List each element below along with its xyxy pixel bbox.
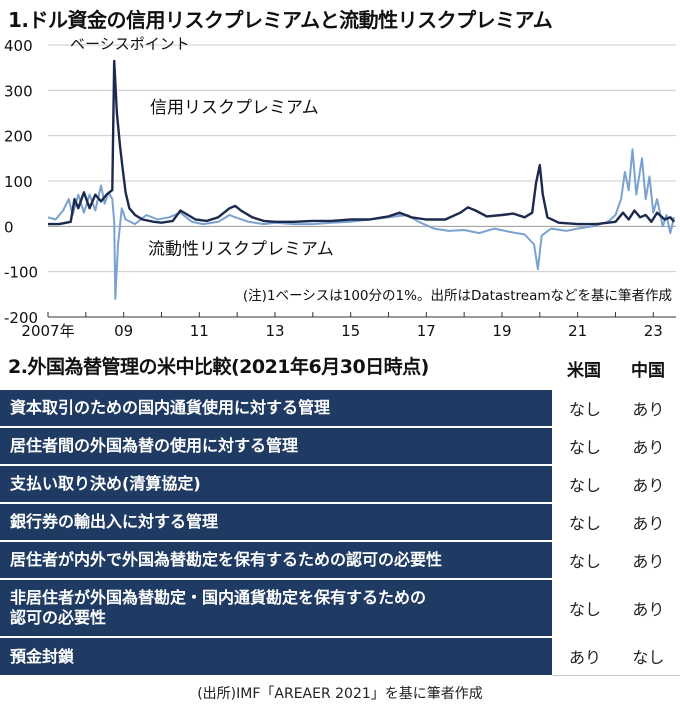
- row-us-value: なし: [552, 388, 617, 428]
- row-us-value: なし: [552, 540, 617, 580]
- row-us-value: あり: [552, 636, 617, 676]
- series-label-credit: 信用リスクプレミアム: [150, 98, 319, 118]
- y-tick-label: 0: [4, 218, 14, 236]
- row-cn-value: あり: [616, 426, 680, 466]
- y-tick-label: 400: [4, 37, 33, 55]
- x-tick-label: 11: [190, 322, 209, 340]
- x-tick-label: 13: [265, 322, 284, 340]
- y-tick-label: -100: [4, 264, 38, 282]
- table-row: 居住者間の外国為替の使用に対する管理 なし あり: [0, 426, 680, 466]
- x-tick-label: 2007年: [21, 322, 74, 340]
- table-title: 2.外国為替管理の米中比較(2021年6月30日時点): [8, 356, 429, 378]
- row-item-label: 資本取引のための国内通貨使用に対する管理: [0, 388, 554, 427]
- series-credit-risk: [48, 59, 676, 226]
- row-item-label: 居住者が内外で外国為替勘定を保有するための認可の必要性: [0, 540, 554, 579]
- row-cn-value: なし: [616, 636, 680, 676]
- y-tick-label: 200: [4, 128, 33, 146]
- row-cn-value: あり: [616, 540, 680, 580]
- table-row: 非居住者が外国為替勘定・国内通貨勘定を保有するための 認可の必要性 なし あり: [0, 578, 680, 638]
- y-tick-label: -200: [4, 309, 38, 327]
- x-tick-label: 19: [492, 322, 511, 340]
- x-tick-label: 15: [341, 322, 360, 340]
- x-tick-label: 21: [568, 322, 587, 340]
- table-row: 資本取引のための国内通貨使用に対する管理 なし あり: [0, 388, 680, 428]
- y-tick-label: 300: [4, 82, 33, 100]
- chart-note: (注)1ベーシスは100分の1%。出所はDatastreamなどを基に筆者作成: [243, 287, 672, 304]
- x-tick-label: 23: [644, 322, 663, 340]
- row-item-label: 居住者間の外国為替の使用に対する管理: [0, 426, 554, 465]
- comparison-table: 資本取引のための国内通貨使用に対する管理 なし あり 居住者間の外国為替の使用に対する…: [0, 388, 680, 676]
- row-cn-value: あり: [616, 464, 680, 504]
- table-row: 居住者が内外で外国為替勘定を保有するための認可の必要性 なし あり: [0, 540, 680, 580]
- row-cn-value: あり: [616, 578, 680, 638]
- series-layer: [47, 59, 676, 300]
- column-header-us: 米国: [567, 361, 601, 381]
- row-item-label: 預金封鎖: [0, 636, 554, 675]
- row-us-value: なし: [552, 502, 617, 542]
- row-item-label: 銀行券の輸出入に対する管理: [0, 502, 554, 541]
- series-label-liquidity: 流動性リスクプレミアム: [148, 239, 334, 259]
- x-tick-label: 17: [417, 322, 436, 340]
- column-header-cn: 中国: [631, 361, 665, 381]
- row-cn-value: あり: [616, 388, 680, 428]
- table-row: 支払い取り決め(清算協定) なし あり: [0, 464, 680, 504]
- x-tick-label: 09: [114, 322, 133, 340]
- table-row: 銀行券の輸出入に対する管理 なし あり: [0, 502, 680, 542]
- row-us-value: なし: [552, 464, 617, 504]
- row-item-label: 支払い取り決め(清算協定): [0, 464, 554, 503]
- source-note: (出所)IMF「AREAER 2021」を基に筆者作成: [197, 686, 483, 702]
- y-tick-label: 100: [4, 173, 33, 191]
- chart-title: 1.ドル資金の信用リスクプレミアムと流動性リスクプレミアム: [8, 8, 553, 32]
- unit-label: ベーシスポイント: [70, 35, 190, 53]
- row-cn-value: あり: [616, 502, 680, 542]
- table-row: 預金封鎖 あり なし: [0, 636, 680, 676]
- row-us-value: なし: [552, 578, 617, 638]
- series-liquidity-risk: [47, 148, 676, 300]
- row-us-value: なし: [552, 426, 617, 466]
- row-item-label: 非居住者が外国為替勘定・国内通貨勘定を保有するための 認可の必要性: [0, 578, 554, 637]
- grid-layer: [48, 44, 676, 318]
